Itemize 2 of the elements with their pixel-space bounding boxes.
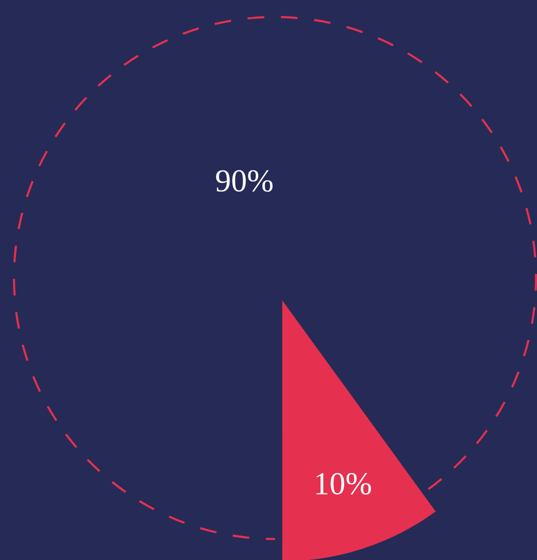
- data-label: 90%: [216, 170, 273, 192]
- data-label: 10%: [316, 472, 371, 495]
